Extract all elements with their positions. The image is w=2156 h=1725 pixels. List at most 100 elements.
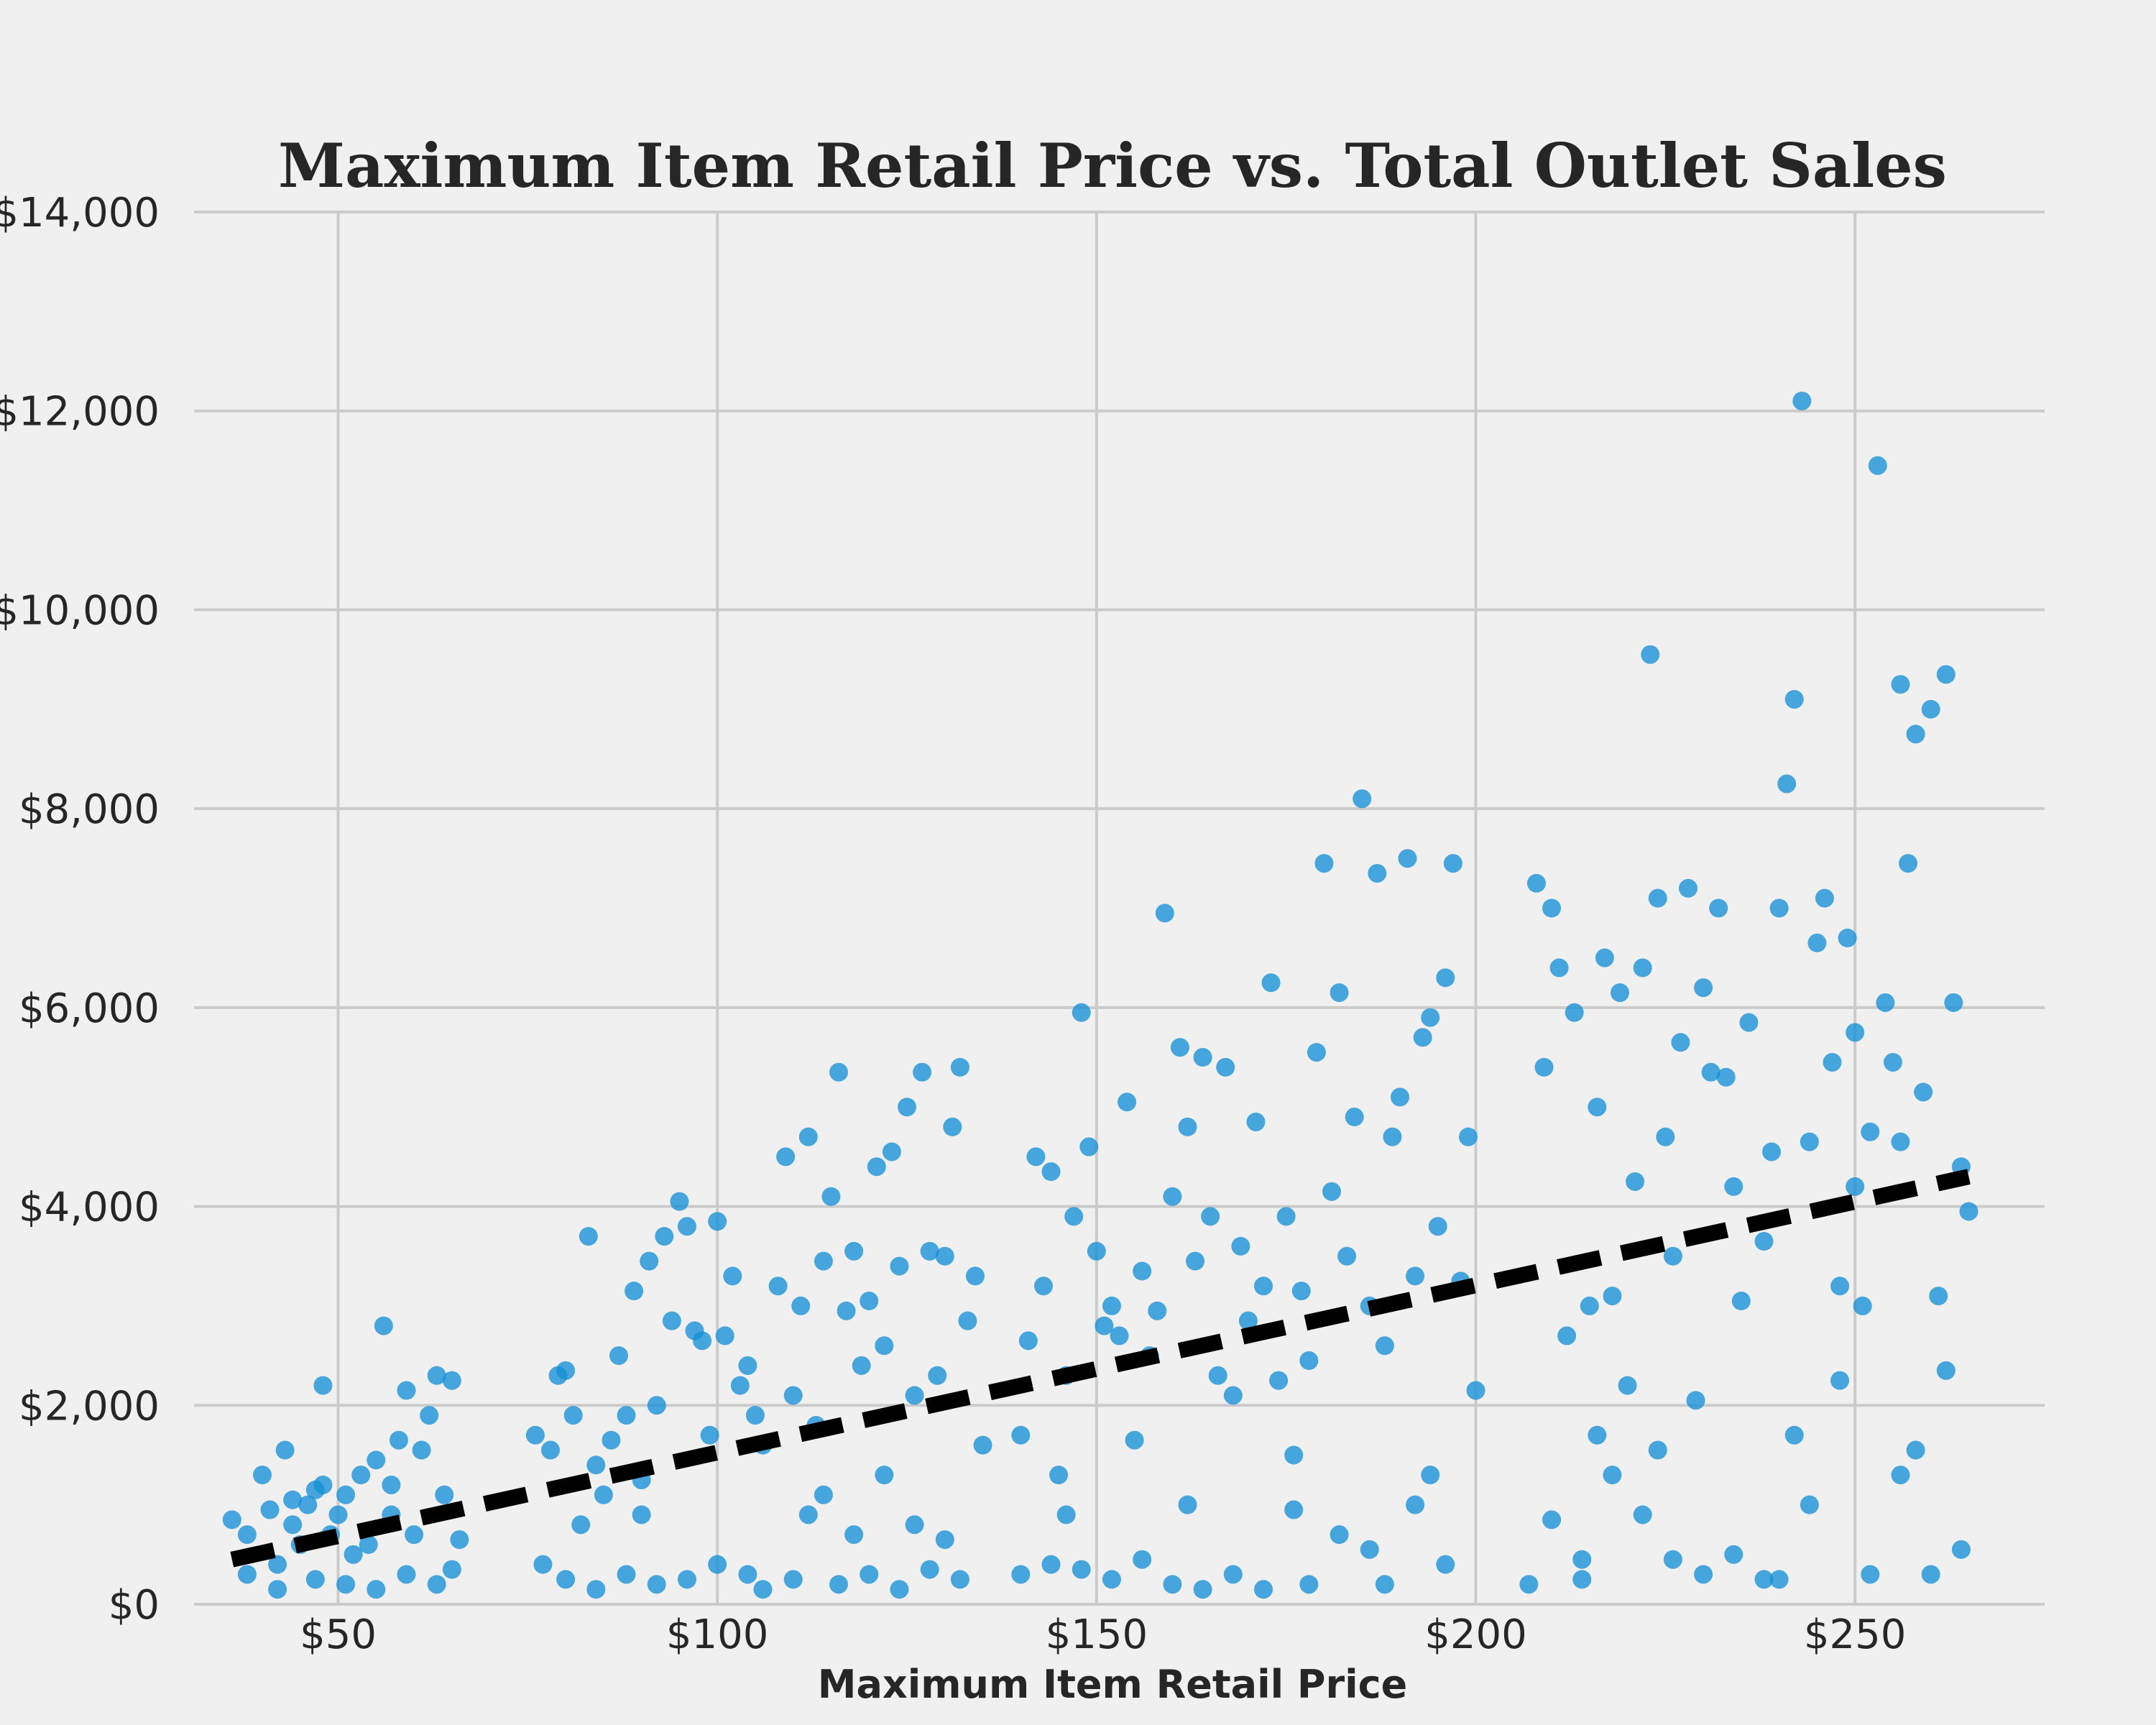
data-point <box>602 1430 621 1450</box>
data-point <box>1846 1023 1865 1042</box>
data-point <box>617 1406 636 1425</box>
data-point <box>1754 1231 1774 1251</box>
data-point <box>1193 1048 1212 1067</box>
data-point <box>1466 1381 1485 1400</box>
data-point <box>1739 1013 1759 1032</box>
data-point <box>442 1371 461 1390</box>
data-point <box>1648 1440 1667 1460</box>
data-point <box>1041 1162 1061 1182</box>
data-point <box>1178 1117 1197 1136</box>
data-point <box>1322 1182 1341 1201</box>
y-tick-label: $2,000 <box>19 1383 160 1430</box>
data-point <box>1716 1067 1736 1087</box>
data-point <box>913 1062 932 1082</box>
data-point <box>1899 854 1918 873</box>
data-point <box>1011 1425 1031 1445</box>
data-point <box>1800 1132 1819 1151</box>
data-point <box>776 1147 796 1167</box>
data-point <box>1830 1371 1850 1390</box>
data-point <box>1526 873 1546 893</box>
data-point <box>708 1555 727 1574</box>
data-point <box>844 1241 864 1261</box>
data-point <box>1891 1132 1910 1151</box>
data-point <box>1375 1336 1394 1356</box>
data-point <box>1216 1057 1235 1077</box>
data-point <box>1807 933 1827 952</box>
data-point <box>1337 1246 1357 1266</box>
data-point <box>1891 1466 1910 1485</box>
data-point <box>958 1311 977 1330</box>
data-point <box>844 1525 864 1545</box>
data-point <box>268 1580 287 1599</box>
data-point <box>1784 689 1804 709</box>
data-point <box>336 1575 356 1594</box>
data-point <box>1784 1425 1804 1445</box>
data-point <box>1951 1540 1971 1559</box>
data-point <box>252 1466 272 1485</box>
data-point <box>1072 1560 1091 1579</box>
data-point <box>533 1555 553 1574</box>
data-point <box>1314 854 1334 873</box>
data-point <box>1026 1147 1046 1167</box>
data-point <box>1170 1038 1189 1057</box>
y-tick-label: $0 <box>109 1582 160 1629</box>
data-point <box>860 1292 879 1311</box>
data-point <box>1261 973 1281 993</box>
data-point <box>753 1580 773 1599</box>
x-axis-ticks: $50 $100 $150 $200 $250 <box>300 1611 1906 1658</box>
data-point <box>556 1361 576 1380</box>
data-point <box>640 1251 659 1271</box>
data-point <box>1421 1466 1440 1485</box>
data-point <box>1701 1062 1720 1082</box>
data-point <box>298 1495 318 1514</box>
data-point <box>1777 774 1797 794</box>
data-point <box>1033 1276 1053 1296</box>
data-point <box>1724 1177 1743 1196</box>
data-point <box>412 1440 431 1460</box>
data-point <box>745 1406 765 1425</box>
data-point <box>1830 1276 1850 1296</box>
data-point <box>1118 1092 1137 1112</box>
data-point <box>1406 1266 1425 1286</box>
data-point <box>1390 1087 1409 1107</box>
data-point <box>1557 1326 1577 1346</box>
data-point <box>1041 1555 1061 1574</box>
data-point <box>677 1217 696 1236</box>
data-point <box>313 1376 333 1395</box>
data-point <box>1436 968 1455 988</box>
data-point <box>1846 1177 1865 1196</box>
data-point <box>1018 1331 1038 1351</box>
data-point <box>594 1485 613 1504</box>
data-point <box>1307 1043 1326 1062</box>
chart-title: Maximum Item Retail Price vs. Total Outl… <box>278 130 1947 201</box>
data-point <box>768 1276 788 1296</box>
data-point <box>1572 1550 1592 1569</box>
data-point <box>1588 1098 1607 1117</box>
data-point <box>1102 1570 1121 1589</box>
data-point <box>1269 1371 1289 1390</box>
data-point <box>890 1256 909 1276</box>
data-point <box>965 1266 985 1286</box>
data-point <box>1421 1008 1440 1027</box>
data-point <box>1861 1565 1880 1584</box>
y-tick-label: $6,000 <box>19 985 160 1032</box>
data-point <box>1663 1550 1682 1569</box>
data-points <box>222 391 1978 1599</box>
data-point <box>625 1282 644 1301</box>
data-point <box>1754 1570 1774 1589</box>
data-point <box>1565 1003 1584 1022</box>
data-point <box>1079 1137 1099 1156</box>
data-point <box>1163 1187 1182 1206</box>
data-point <box>1868 456 1887 475</box>
data-point <box>1330 1525 1349 1545</box>
data-point <box>860 1565 879 1584</box>
data-point <box>1800 1495 1819 1514</box>
data-point <box>344 1545 363 1564</box>
x-axis-label: Maximum Item Retail Price <box>818 1662 1408 1707</box>
data-point <box>867 1157 886 1177</box>
data-point <box>1276 1207 1296 1226</box>
data-point <box>943 1117 962 1136</box>
data-point <box>1838 929 1857 948</box>
data-point <box>1686 1391 1705 1410</box>
